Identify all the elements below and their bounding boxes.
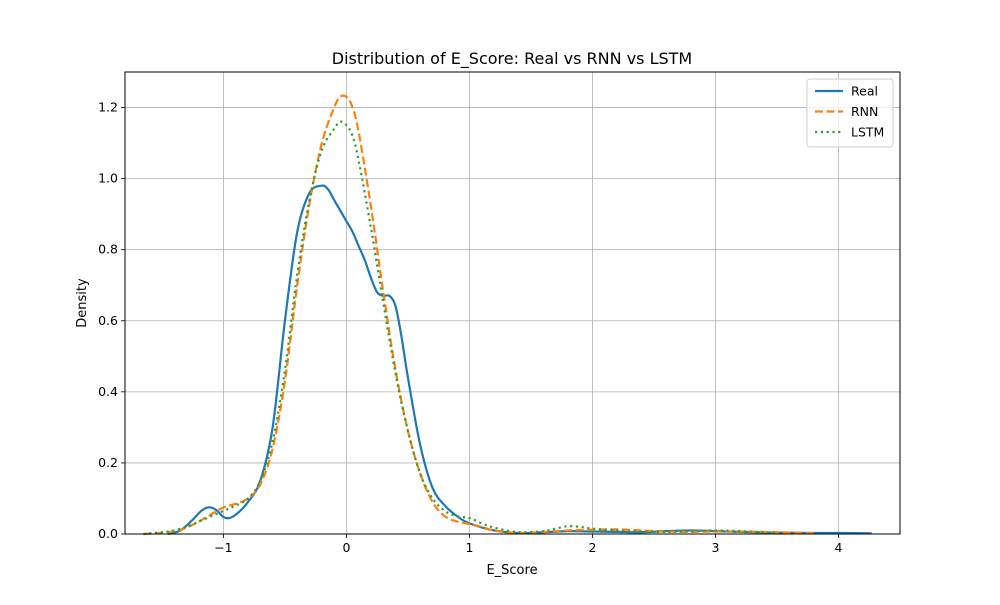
y-tick-label: 0.2 [98, 455, 118, 470]
plot-frame [124, 71, 901, 535]
grid-lines [125, 72, 900, 535]
axis-ticks: −1 0 1 2 3 4 0.0 0.2 0.4 0.6 0.8 1.0 1.2 [98, 100, 842, 555]
x-axis-label: E_Score [486, 563, 537, 578]
x-tick-label: 1 [465, 540, 473, 555]
series-line-lstm [143, 120, 778, 536]
y-tick-label: 0.6 [98, 313, 118, 328]
legend-label-rnn: RNN [851, 104, 878, 119]
series-line-real [167, 184, 872, 536]
y-tick-label: 1.2 [98, 100, 118, 115]
y-tick-label: 0.0 [98, 526, 118, 541]
y-tick-label: 1.0 [98, 171, 118, 186]
y-tick-label: 0.4 [98, 384, 118, 399]
x-tick-label: −1 [214, 540, 232, 555]
series-line-rnn [143, 94, 814, 536]
y-axis-label: Density [75, 278, 90, 328]
x-tick-label: 2 [588, 540, 596, 555]
series-lines [143, 94, 872, 536]
y-tick-label: 0.8 [98, 242, 118, 257]
legend-box [806, 78, 894, 148]
x-tick-label: 0 [342, 540, 350, 555]
legend: Real RNN LSTM [806, 78, 894, 148]
legend-label-lstm: LSTM [851, 125, 884, 140]
legend-label-real: Real [851, 84, 878, 99]
x-tick-label: 3 [711, 540, 719, 555]
chart-title: Distribution of E_Score: Real vs RNN vs … [332, 49, 692, 69]
x-tick-label: 4 [835, 540, 843, 555]
